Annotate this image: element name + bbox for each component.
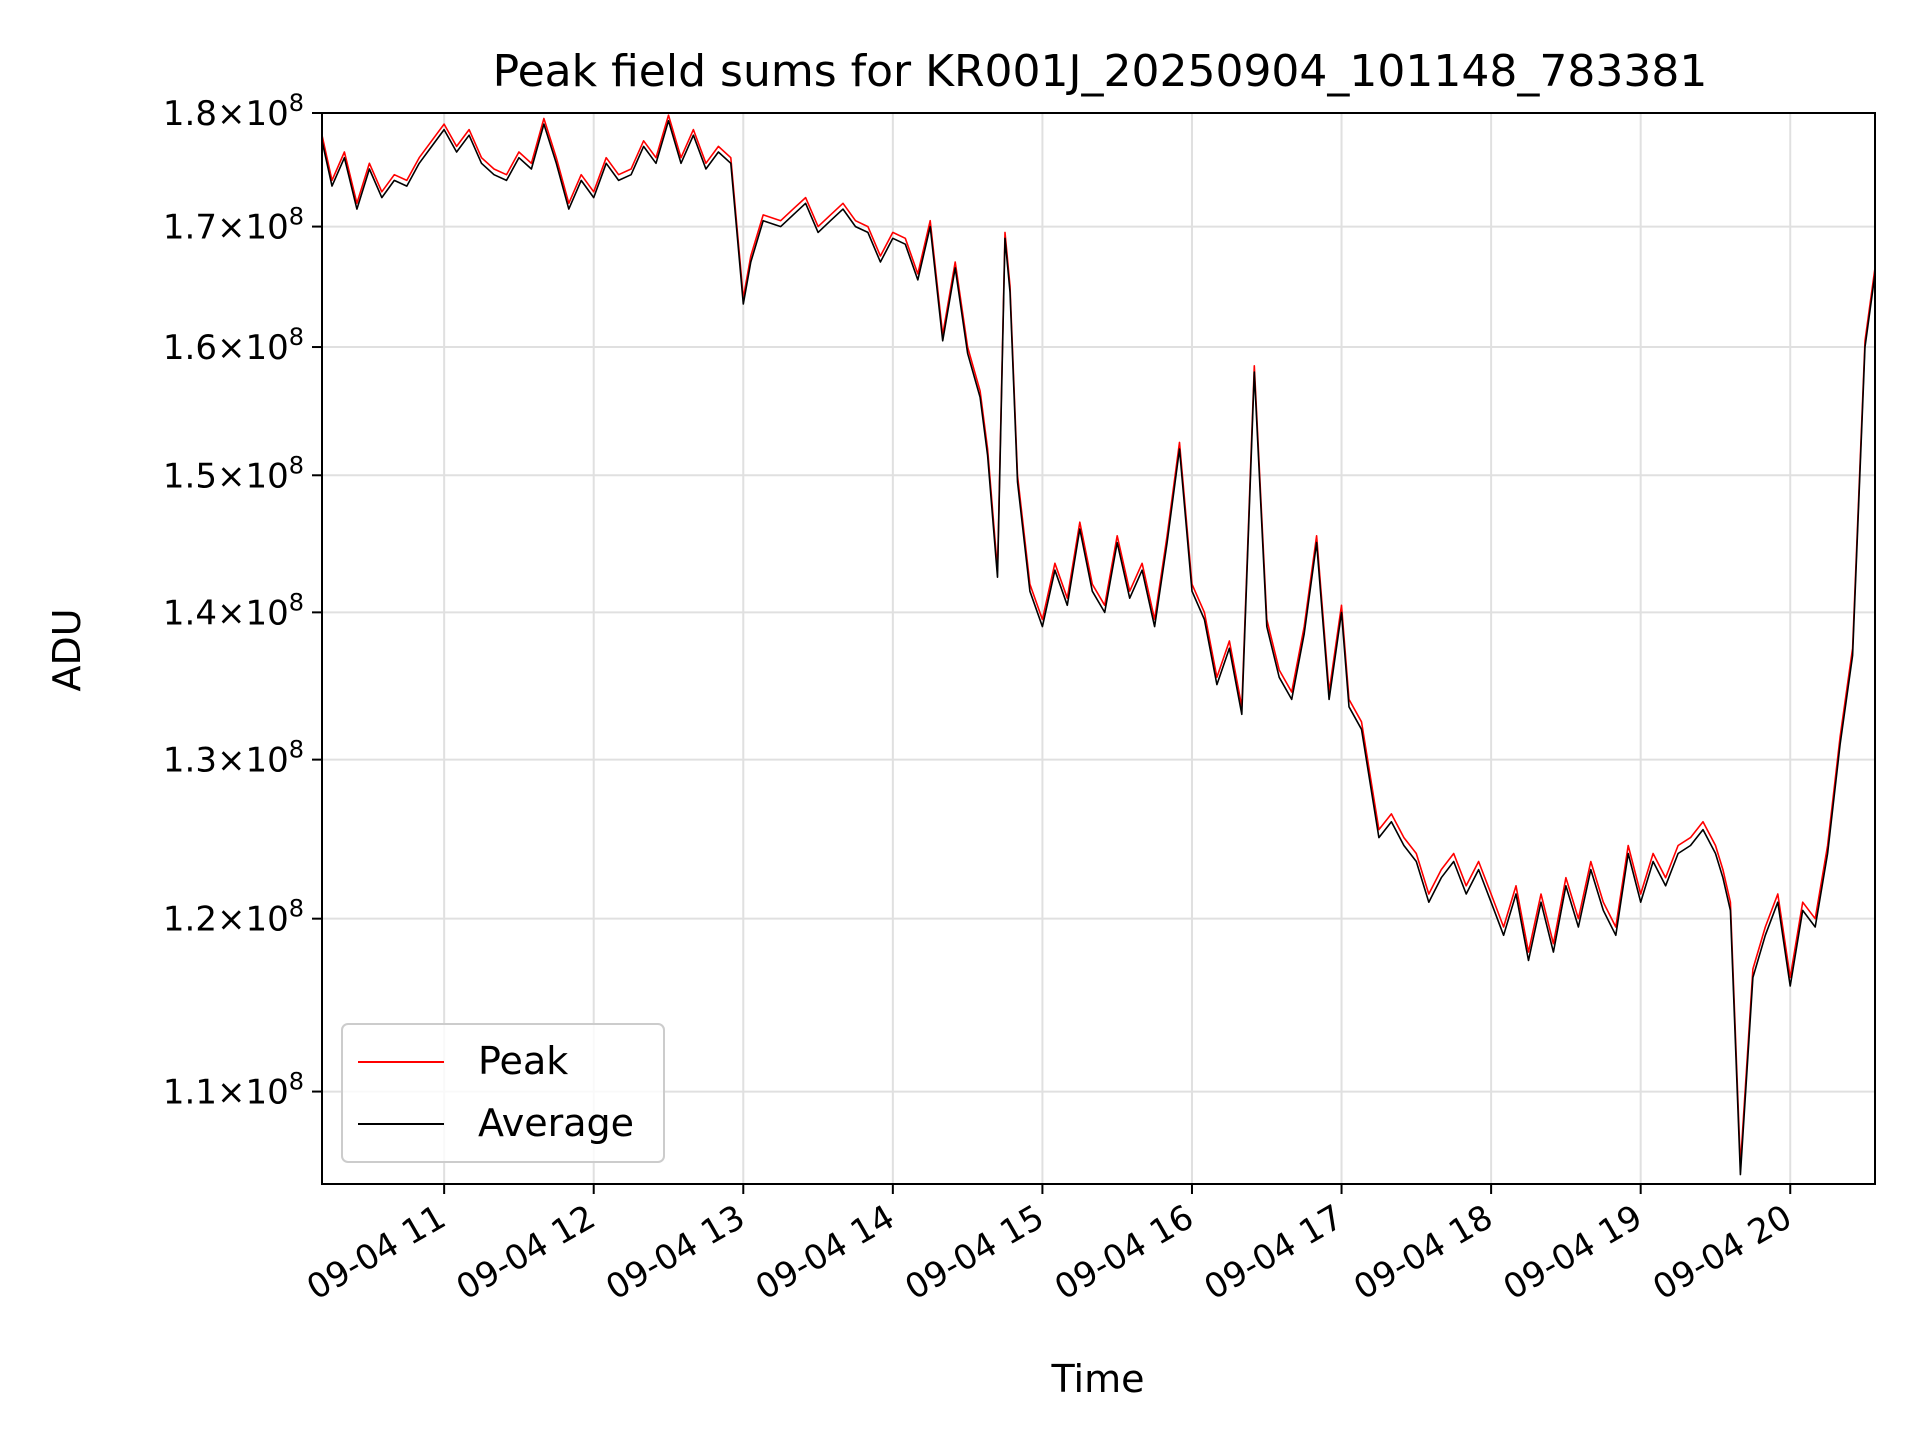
y-axis-label: ADU [45,608,89,691]
plot-frame [321,112,1876,1185]
y-tick-multiplier: ×10 [217,208,289,248]
y-tick-mantissa: 1.3 [163,741,217,781]
y-tick-label: 1.3×108 [163,736,304,781]
y-axis: 1.1×1081.2×1081.3×1081.4×1081.5×1081.6×1… [163,89,322,1113]
y-tick-label: 1.5×108 [163,451,304,496]
y-tick-mantissa: 1.7 [163,208,217,248]
legend-label-average: Average [478,1101,634,1145]
y-tick-exponent: 8 [289,451,304,479]
y-tick-mantissa: 1.6 [163,328,217,368]
y-tick-multiplier: ×10 [217,900,289,940]
y-tick-exponent: 8 [289,736,304,764]
y-tick-exponent: 8 [289,1068,304,1096]
y-tick-mantissa: 1.1 [163,1073,217,1113]
series-group [321,114,1876,1176]
y-tick-exponent: 8 [289,203,304,231]
y-tick-mantissa: 1.4 [163,593,217,633]
y-tick-mantissa: 1.8 [163,94,217,134]
legend-box [341,1023,665,1163]
y-tick-label: 1.8×108 [163,89,304,134]
y-tick-multiplier: ×10 [217,741,289,781]
y-tick-label: 1.1×108 [163,1068,304,1113]
y-tick-exponent: 8 [289,895,304,923]
y-tick-label: 1.6×108 [163,323,304,368]
y-tick-exponent: 8 [289,89,304,117]
y-tick-label: 1.2×108 [163,895,304,940]
y-tick-mantissa: 1.5 [163,456,217,496]
y-tick-multiplier: ×10 [217,593,289,633]
legend-label-peak: Peak [478,1039,568,1083]
y-tick-label: 1.7×108 [163,203,304,248]
y-tick-exponent: 8 [289,588,304,616]
legend: Peak Average [341,1023,665,1163]
y-tick-multiplier: ×10 [217,328,289,368]
y-tick-multiplier: ×10 [217,1073,289,1113]
y-tick-multiplier: ×10 [217,456,289,496]
y-tick-mantissa: 1.2 [163,900,217,940]
series-line-peak [321,114,1876,1166]
series-line-average [321,119,1876,1176]
x-axis-label: Time [1051,1357,1145,1401]
y-tick-exponent: 8 [289,323,304,351]
chart-title: Peak field sums for KR001J_20250904_1011… [493,46,1708,97]
y-tick-multiplier: ×10 [217,94,289,134]
y-tick-label: 1.4×108 [163,588,304,633]
